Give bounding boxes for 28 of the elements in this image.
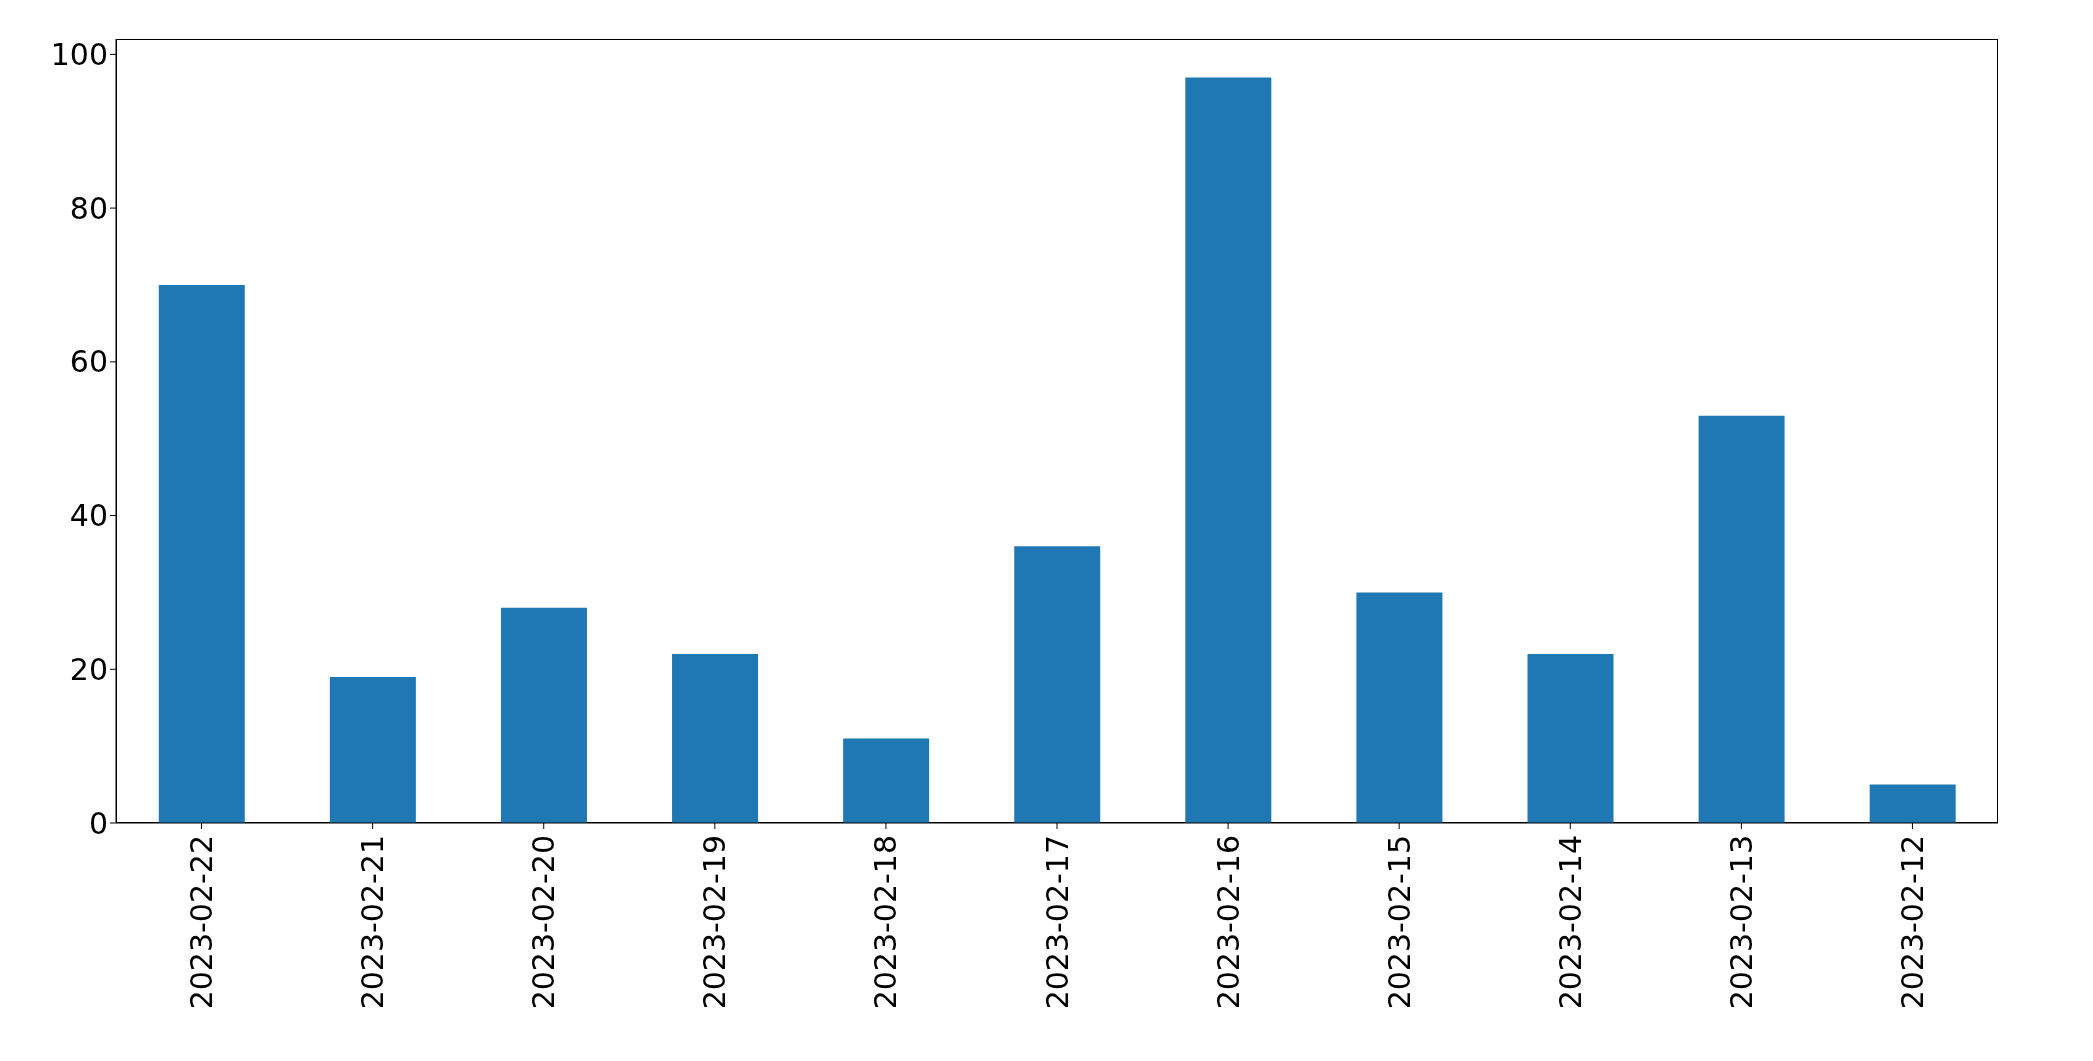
- y-tick-label: 80: [69, 190, 108, 226]
- bar: [1356, 592, 1443, 823]
- bar: [843, 738, 930, 823]
- y-tick-label: 40: [69, 498, 108, 534]
- x-tick-label: 2023-02-22: [184, 835, 220, 1010]
- x-tick-label: 2023-02-14: [1552, 835, 1588, 1010]
- bar: [1014, 546, 1101, 823]
- x-tick-label: 2023-02-12: [1894, 835, 1930, 1010]
- y-tick-label: 20: [69, 651, 108, 687]
- bar: [672, 653, 759, 823]
- bar: [158, 284, 245, 823]
- x-tick-label: 2023-02-18: [868, 835, 904, 1010]
- x-tick-label: 2023-02-13: [1723, 835, 1759, 1010]
- bar: [1185, 77, 1272, 823]
- bar: [500, 607, 587, 823]
- y-tick-label: 100: [50, 37, 108, 73]
- bar: [1869, 784, 1956, 823]
- bar: [1698, 415, 1785, 823]
- y-tick-label: 60: [69, 344, 108, 380]
- x-tick-label: 2023-02-16: [1210, 835, 1246, 1010]
- bar: [1527, 653, 1614, 823]
- x-tick-label: 2023-02-21: [355, 835, 391, 1010]
- x-tick-label: 2023-02-20: [526, 835, 562, 1010]
- x-tick-label: 2023-02-17: [1039, 835, 1075, 1010]
- bar: [329, 676, 416, 823]
- x-tick-label: 2023-02-15: [1381, 835, 1417, 1010]
- x-tick-label: 2023-02-19: [697, 835, 733, 1010]
- y-tick-label: 0: [88, 805, 108, 841]
